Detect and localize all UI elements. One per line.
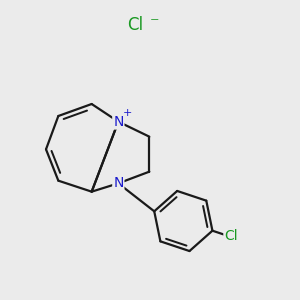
- Text: Cl: Cl: [224, 229, 238, 243]
- Text: Cl: Cl: [127, 16, 143, 34]
- Text: +: +: [123, 108, 133, 118]
- Text: N: N: [113, 115, 124, 129]
- Text: ⁻: ⁻: [150, 15, 159, 33]
- Text: N: N: [113, 176, 124, 190]
